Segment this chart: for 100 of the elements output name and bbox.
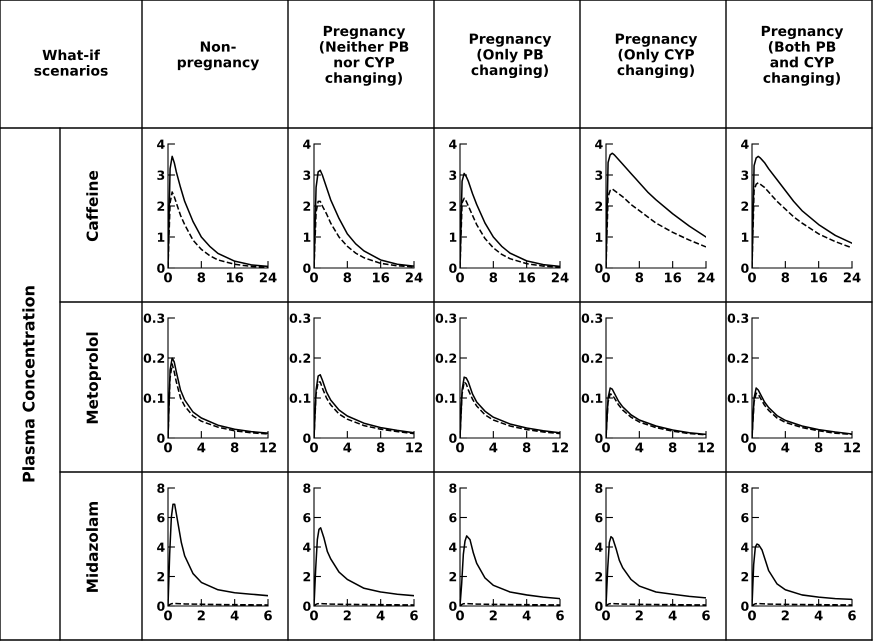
y-tick-label: 2 xyxy=(304,201,310,211)
y-tick-label: 0 xyxy=(303,263,311,273)
y-tick-label: 6 xyxy=(303,512,311,522)
x-tick-label: 6 xyxy=(848,610,856,620)
x-tick-label: 6 xyxy=(264,610,272,620)
y-tick-label: 8 xyxy=(303,483,310,493)
x-tick-label: 12 xyxy=(844,442,860,452)
y-tick-label: 4 xyxy=(741,542,749,552)
x-tick-label: 2 xyxy=(198,610,205,620)
x-tick-label: 2 xyxy=(782,610,789,620)
x-tick-label: 4 xyxy=(489,442,498,452)
x-tick-label: 16 xyxy=(226,272,244,282)
x-tick-label: 8 xyxy=(782,272,790,282)
y-tick-label: 0 xyxy=(157,601,165,611)
y-tick-label: 3 xyxy=(303,170,310,180)
y-axis-title: Caffeine xyxy=(86,170,98,242)
y-tick-label: 6 xyxy=(449,512,457,522)
y-tick-label: 0.1 xyxy=(728,393,748,403)
y-tick-label: 4 xyxy=(741,140,749,149)
x-tick-label: 4 xyxy=(635,442,644,452)
y-tick-label: 2 xyxy=(450,201,456,211)
x-tick-label: 4 xyxy=(814,610,823,620)
y-tick-label: 4 xyxy=(595,542,603,552)
x-tick-label: 8 xyxy=(490,272,498,282)
x-tick-label: 4 xyxy=(668,610,677,620)
x-tick-label: 0 xyxy=(748,442,756,452)
y-tick-label: 0.1 xyxy=(144,393,164,403)
y-tick-label: 0 xyxy=(741,601,749,611)
x-tick-label: 4 xyxy=(230,610,239,620)
y-tick-label: 0 xyxy=(595,601,603,611)
x-tick-label: 8 xyxy=(668,442,676,452)
y-tick-label: 8 xyxy=(595,483,602,493)
x-tick-label: 6 xyxy=(556,610,564,620)
chart-title: Pregnancy (Neither PB nor CYP changing) xyxy=(320,26,408,86)
y-tick-label: 3 xyxy=(595,170,602,180)
chart-title: Pregnancy (Only CYP changing) xyxy=(616,34,698,78)
y-tick-label: 1 xyxy=(158,232,164,242)
x-tick-label: 0 xyxy=(602,610,610,620)
y-tick-label: 1 xyxy=(304,232,310,242)
y-tick-label: 4 xyxy=(303,140,311,149)
y-axis-title: Metoprolol xyxy=(86,332,101,424)
x-tick-label: 16 xyxy=(664,272,682,282)
y-tick-label: 0.1 xyxy=(290,393,310,403)
y-tick-label: 4 xyxy=(303,542,311,552)
x-tick-label: 12 xyxy=(260,442,276,452)
y-tick-label: 0 xyxy=(449,601,457,611)
x-tick-label: 0 xyxy=(164,442,172,452)
y-tick-label: 0.3 xyxy=(728,313,748,323)
y-tick-label: 4 xyxy=(157,140,165,149)
x-tick-label: 4 xyxy=(522,610,531,620)
y-tick-label: 1 xyxy=(596,232,602,242)
y-tick-label: 6 xyxy=(741,512,749,522)
y-tick-label: 2 xyxy=(450,572,456,582)
y-tick-label: 4 xyxy=(157,542,165,552)
x-tick-label: 12 xyxy=(698,442,714,452)
chart-title: Pregnancy (Only PB changing) xyxy=(470,34,552,78)
x-tick-label: 8 xyxy=(198,272,206,282)
x-tick-label: 4 xyxy=(376,610,385,620)
x-tick-label: 4 xyxy=(781,442,790,452)
y-tick-label: 2 xyxy=(742,201,748,211)
y-tick-label: 8 xyxy=(449,483,456,493)
x-tick-label: 6 xyxy=(410,610,418,620)
x-tick-label: 0 xyxy=(456,272,464,282)
y-tick-label: 0.1 xyxy=(436,393,456,403)
y-axis-title: Midazolam xyxy=(86,502,98,592)
x-tick-label: 0 xyxy=(310,272,318,282)
x-tick-label: 0 xyxy=(748,272,756,282)
y-tick-label: 0 xyxy=(303,433,311,443)
x-tick-label: 2 xyxy=(490,610,497,620)
y-tick-label: 0.2 xyxy=(144,353,164,363)
y-tick-label: 0.3 xyxy=(290,313,310,323)
y-tick-label: 4 xyxy=(449,542,457,552)
y-tick-label: 1 xyxy=(742,232,748,242)
y-tick-label: 0.1 xyxy=(582,393,602,403)
y-tick-label: 0.3 xyxy=(436,313,456,323)
x-tick-label: 0 xyxy=(164,610,172,620)
x-tick-label: 24 xyxy=(260,272,277,282)
x-tick-label: 8 xyxy=(522,442,530,452)
y-tick-label: 6 xyxy=(595,512,603,522)
x-tick-label: 2 xyxy=(636,610,643,620)
x-tick-label: 6 xyxy=(702,610,710,620)
x-tick-label: 16 xyxy=(810,272,828,282)
y-tick-label: 0.2 xyxy=(436,353,456,363)
text: What-if scenarios xyxy=(34,50,108,76)
y-tick-label: 3 xyxy=(741,170,748,180)
y-tick-label: 1 xyxy=(450,232,456,242)
y-tick-label: 0 xyxy=(449,263,457,273)
y-tick-label: 3 xyxy=(449,170,456,180)
y-tick-label: 0.2 xyxy=(290,353,310,363)
y-tick-label: 0 xyxy=(303,601,311,611)
y-tick-label: 0 xyxy=(741,433,749,443)
x-tick-label: 24 xyxy=(552,272,569,282)
x-tick-label: 8 xyxy=(230,442,238,452)
chart-title: Non- pregnancy xyxy=(178,42,260,70)
y-tick-label: 0 xyxy=(157,433,165,443)
y-tick-label: 8 xyxy=(157,483,164,493)
x-tick-label: 24 xyxy=(406,272,423,282)
x-tick-label: 0 xyxy=(456,610,464,620)
x-tick-label: 8 xyxy=(376,442,384,452)
x-tick-label: 12 xyxy=(406,442,422,452)
